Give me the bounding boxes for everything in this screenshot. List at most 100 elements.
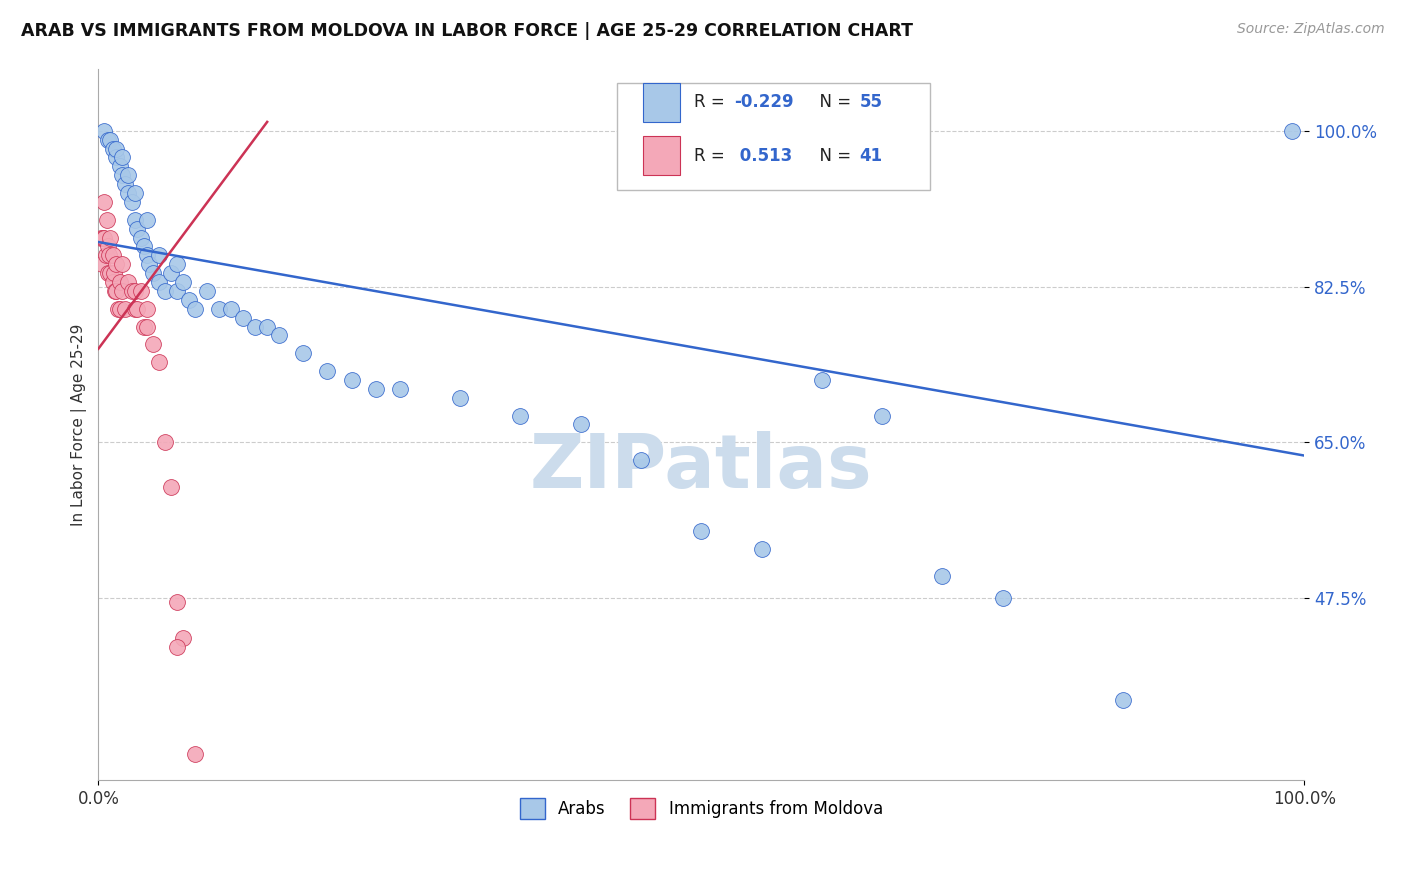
Point: [184, 301, 207, 316]
Point: [111, 151, 134, 165]
Bar: [644, 136, 679, 176]
Point: [111, 284, 134, 298]
Text: ARAB VS IMMIGRANTS FROM MOLDOVA IN LABOR FORCE | AGE 25-29 CORRELATION CHART: ARAB VS IMMIGRANTS FROM MOLDOVA IN LABOR…: [21, 22, 912, 40]
Point: [101, 275, 124, 289]
Point: [124, 212, 146, 227]
Point: [129, 230, 152, 244]
Point: [135, 301, 157, 316]
Point: [124, 186, 146, 200]
Point: [124, 284, 146, 298]
Point: [148, 248, 170, 262]
Point: [97, 266, 120, 280]
Point: [184, 747, 207, 761]
Point: [630, 453, 652, 467]
Text: N =: N =: [808, 146, 856, 165]
Point: [243, 319, 266, 334]
Point: [219, 301, 242, 316]
Point: [104, 284, 127, 298]
Point: [135, 319, 157, 334]
Point: [153, 284, 176, 298]
Point: [135, 212, 157, 227]
Bar: [644, 83, 679, 122]
Point: [111, 169, 134, 183]
Point: [292, 346, 315, 360]
Point: [690, 524, 713, 538]
Point: [105, 284, 128, 298]
Point: [148, 275, 170, 289]
Point: [93, 230, 115, 244]
Point: [114, 301, 136, 316]
Point: [124, 301, 146, 316]
Point: [90, 230, 112, 244]
Point: [569, 417, 592, 432]
Point: [94, 248, 117, 262]
Point: [388, 382, 411, 396]
Point: [269, 328, 291, 343]
Point: [101, 142, 124, 156]
FancyBboxPatch shape: [617, 83, 931, 189]
Legend: Arabs, Immigrants from Moldova: Arabs, Immigrants from Moldova: [513, 792, 890, 825]
Point: [108, 275, 131, 289]
Point: [105, 257, 128, 271]
Point: [138, 257, 160, 271]
Point: [100, 230, 122, 244]
Point: [96, 212, 118, 227]
Point: [91, 257, 114, 271]
Point: [751, 541, 773, 556]
Point: [166, 640, 188, 654]
Text: R =: R =: [695, 94, 730, 112]
Point: [97, 239, 120, 253]
Point: [117, 169, 139, 183]
Point: [134, 319, 156, 334]
Point: [142, 266, 165, 280]
Y-axis label: In Labor Force | Age 25-29: In Labor Force | Age 25-29: [72, 323, 87, 525]
Point: [166, 284, 188, 298]
Point: [100, 266, 122, 280]
Text: 41: 41: [859, 146, 883, 165]
Point: [166, 595, 188, 609]
Point: [97, 133, 120, 147]
Point: [166, 257, 188, 271]
Point: [153, 435, 176, 450]
Point: [364, 382, 387, 396]
Point: [103, 266, 125, 280]
Point: [1112, 693, 1135, 707]
Text: 55: 55: [859, 94, 882, 112]
Text: Source: ZipAtlas.com: Source: ZipAtlas.com: [1237, 22, 1385, 37]
Point: [125, 301, 148, 316]
Text: 0.513: 0.513: [734, 146, 792, 165]
Point: [232, 310, 254, 325]
Text: -0.229: -0.229: [734, 94, 793, 112]
Point: [117, 186, 139, 200]
Point: [111, 257, 134, 271]
Point: [93, 124, 115, 138]
Point: [98, 248, 121, 262]
Point: [256, 319, 278, 334]
Point: [316, 364, 339, 378]
Point: [172, 631, 194, 645]
Point: [148, 355, 170, 369]
Point: [991, 591, 1014, 605]
Point: [177, 293, 200, 307]
Point: [105, 142, 128, 156]
Point: [159, 266, 181, 280]
Point: [509, 409, 531, 423]
Point: [121, 284, 143, 298]
Text: ZIPatlas: ZIPatlas: [530, 431, 873, 504]
Point: [134, 239, 156, 253]
Point: [114, 177, 136, 191]
Point: [91, 230, 114, 244]
Point: [172, 275, 194, 289]
Text: N =: N =: [808, 94, 856, 112]
Point: [129, 284, 152, 298]
Point: [449, 391, 471, 405]
Point: [195, 284, 218, 298]
Point: [135, 248, 157, 262]
Point: [107, 301, 129, 316]
Text: R =: R =: [695, 146, 730, 165]
Point: [870, 409, 893, 423]
Point: [1281, 124, 1303, 138]
Point: [108, 160, 131, 174]
Point: [142, 337, 165, 351]
Point: [159, 480, 181, 494]
